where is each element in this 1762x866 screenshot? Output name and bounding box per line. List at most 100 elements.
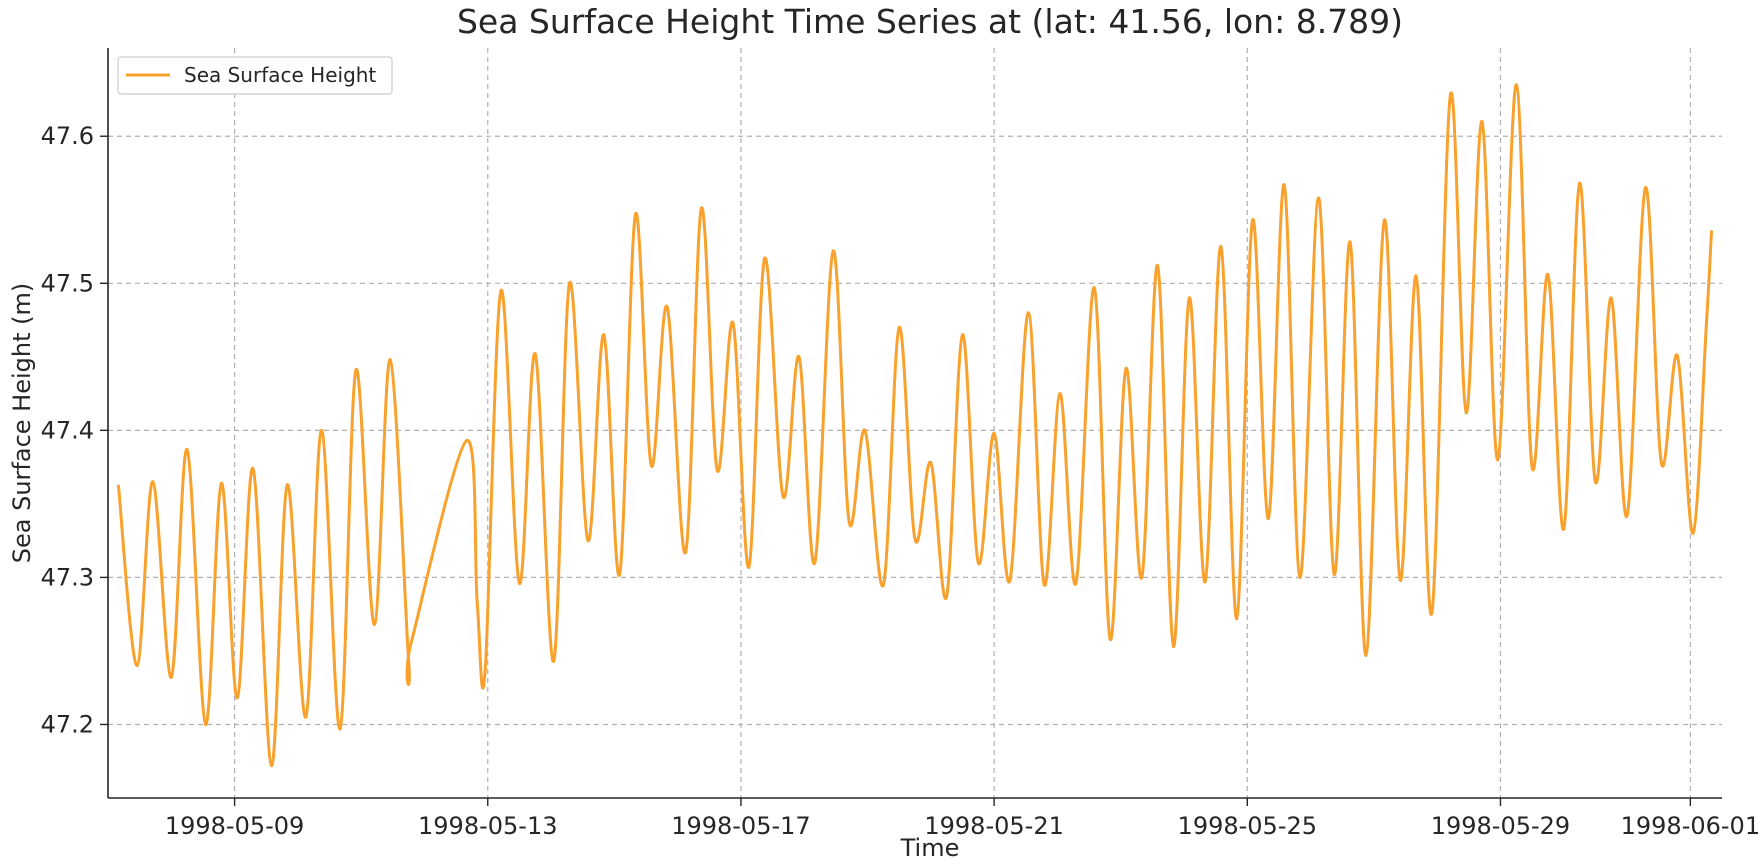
data-point	[320, 428, 324, 432]
data-point	[1074, 581, 1078, 585]
data-point	[763, 256, 767, 260]
data-point	[475, 600, 479, 604]
data-point	[304, 715, 308, 719]
data-point	[1530, 465, 1534, 469]
data-point	[251, 467, 255, 471]
data-point	[407, 658, 411, 662]
data-point	[1108, 637, 1112, 641]
data-point	[1364, 653, 1368, 657]
series-line-sea-surface-height	[117, 83, 1713, 768]
data-point	[1691, 531, 1695, 535]
data-point	[135, 664, 139, 668]
data-point	[618, 573, 622, 576]
data-point	[388, 358, 392, 362]
data-point	[185, 448, 189, 451]
legend-label: Sea Surface Height	[184, 63, 376, 87]
y-tick-label: 47.6	[41, 122, 94, 150]
data-point	[1266, 517, 1270, 521]
data-point	[1398, 578, 1402, 582]
chart-title: Sea Surface Height Time Series at (lat: …	[457, 2, 1403, 41]
data-point	[270, 764, 273, 768]
data-point	[684, 550, 688, 554]
data-point	[1282, 183, 1286, 187]
x-tick-label: 1998-05-21	[924, 812, 1063, 840]
data-point	[409, 640, 413, 644]
data-point	[1156, 264, 1160, 268]
data-point	[533, 352, 537, 356]
data-point	[1625, 514, 1629, 518]
data-point	[483, 670, 487, 673]
data-point	[1609, 296, 1613, 300]
legend-box	[117, 56, 393, 95]
data-point	[1124, 367, 1128, 371]
data-point	[1382, 218, 1386, 222]
data-point	[1008, 578, 1012, 582]
data-point	[204, 723, 208, 726]
legend: Sea Surface Height	[117, 56, 393, 95]
data-point	[1332, 573, 1336, 576]
data-point	[1644, 186, 1647, 190]
data-point	[665, 305, 669, 309]
data-point	[831, 249, 835, 253]
data-point	[1219, 245, 1223, 248]
data-point	[945, 595, 949, 598]
data-point	[649, 464, 653, 468]
data-point	[568, 281, 571, 285]
data-point	[1092, 286, 1096, 290]
data-point	[586, 539, 590, 543]
data-point	[1140, 575, 1144, 579]
data-point	[1675, 353, 1679, 357]
data-point	[813, 561, 817, 565]
data-point	[1659, 461, 1663, 465]
data-point	[219, 481, 223, 485]
x-axis-label: Time	[900, 834, 960, 862]
data-point	[1546, 273, 1550, 276]
data-point	[731, 321, 735, 325]
data-point	[372, 623, 376, 626]
axes	[107, 48, 1722, 799]
data-point	[117, 484, 120, 488]
data-point	[235, 696, 239, 700]
data-point	[285, 483, 289, 487]
data-point	[1480, 120, 1484, 123]
data-point	[1448, 93, 1452, 97]
data-point	[1251, 218, 1255, 222]
data-point	[1710, 230, 1713, 234]
data-point	[1348, 240, 1352, 244]
data-point	[465, 439, 469, 443]
data-point	[1704, 325, 1708, 329]
x-tick-label: 1998-06-01	[1621, 812, 1760, 840]
data-point	[517, 581, 521, 585]
data-point	[1578, 181, 1582, 185]
data-point	[1593, 480, 1597, 484]
data-point	[715, 468, 719, 472]
data-point	[1496, 458, 1500, 462]
data-point	[354, 368, 358, 372]
data-point	[699, 206, 703, 210]
data-point	[781, 495, 785, 498]
data-point	[634, 212, 637, 216]
data-point	[1235, 617, 1239, 621]
data-point	[797, 355, 801, 359]
data-point	[151, 480, 155, 484]
data-point	[913, 537, 917, 541]
data-point	[1430, 611, 1434, 615]
data-point	[499, 289, 503, 293]
data-point	[1203, 580, 1207, 584]
data-point	[929, 461, 933, 465]
data-point	[1298, 575, 1302, 579]
data-point	[1317, 196, 1320, 200]
series-layer	[117, 83, 1713, 768]
y-axis-label: Sea Surface Height (m)	[8, 283, 36, 563]
data-point	[552, 659, 556, 663]
data-point	[897, 325, 901, 329]
data-point	[992, 431, 996, 435]
data-point	[169, 675, 173, 679]
data-point	[961, 333, 964, 337]
data-point	[338, 727, 342, 731]
data-point	[1514, 83, 1518, 87]
x-tick-label: 1998-05-17	[671, 812, 810, 840]
data-point	[1172, 645, 1175, 648]
data-point	[1058, 392, 1062, 396]
y-tick-label: 47.5	[41, 269, 94, 297]
